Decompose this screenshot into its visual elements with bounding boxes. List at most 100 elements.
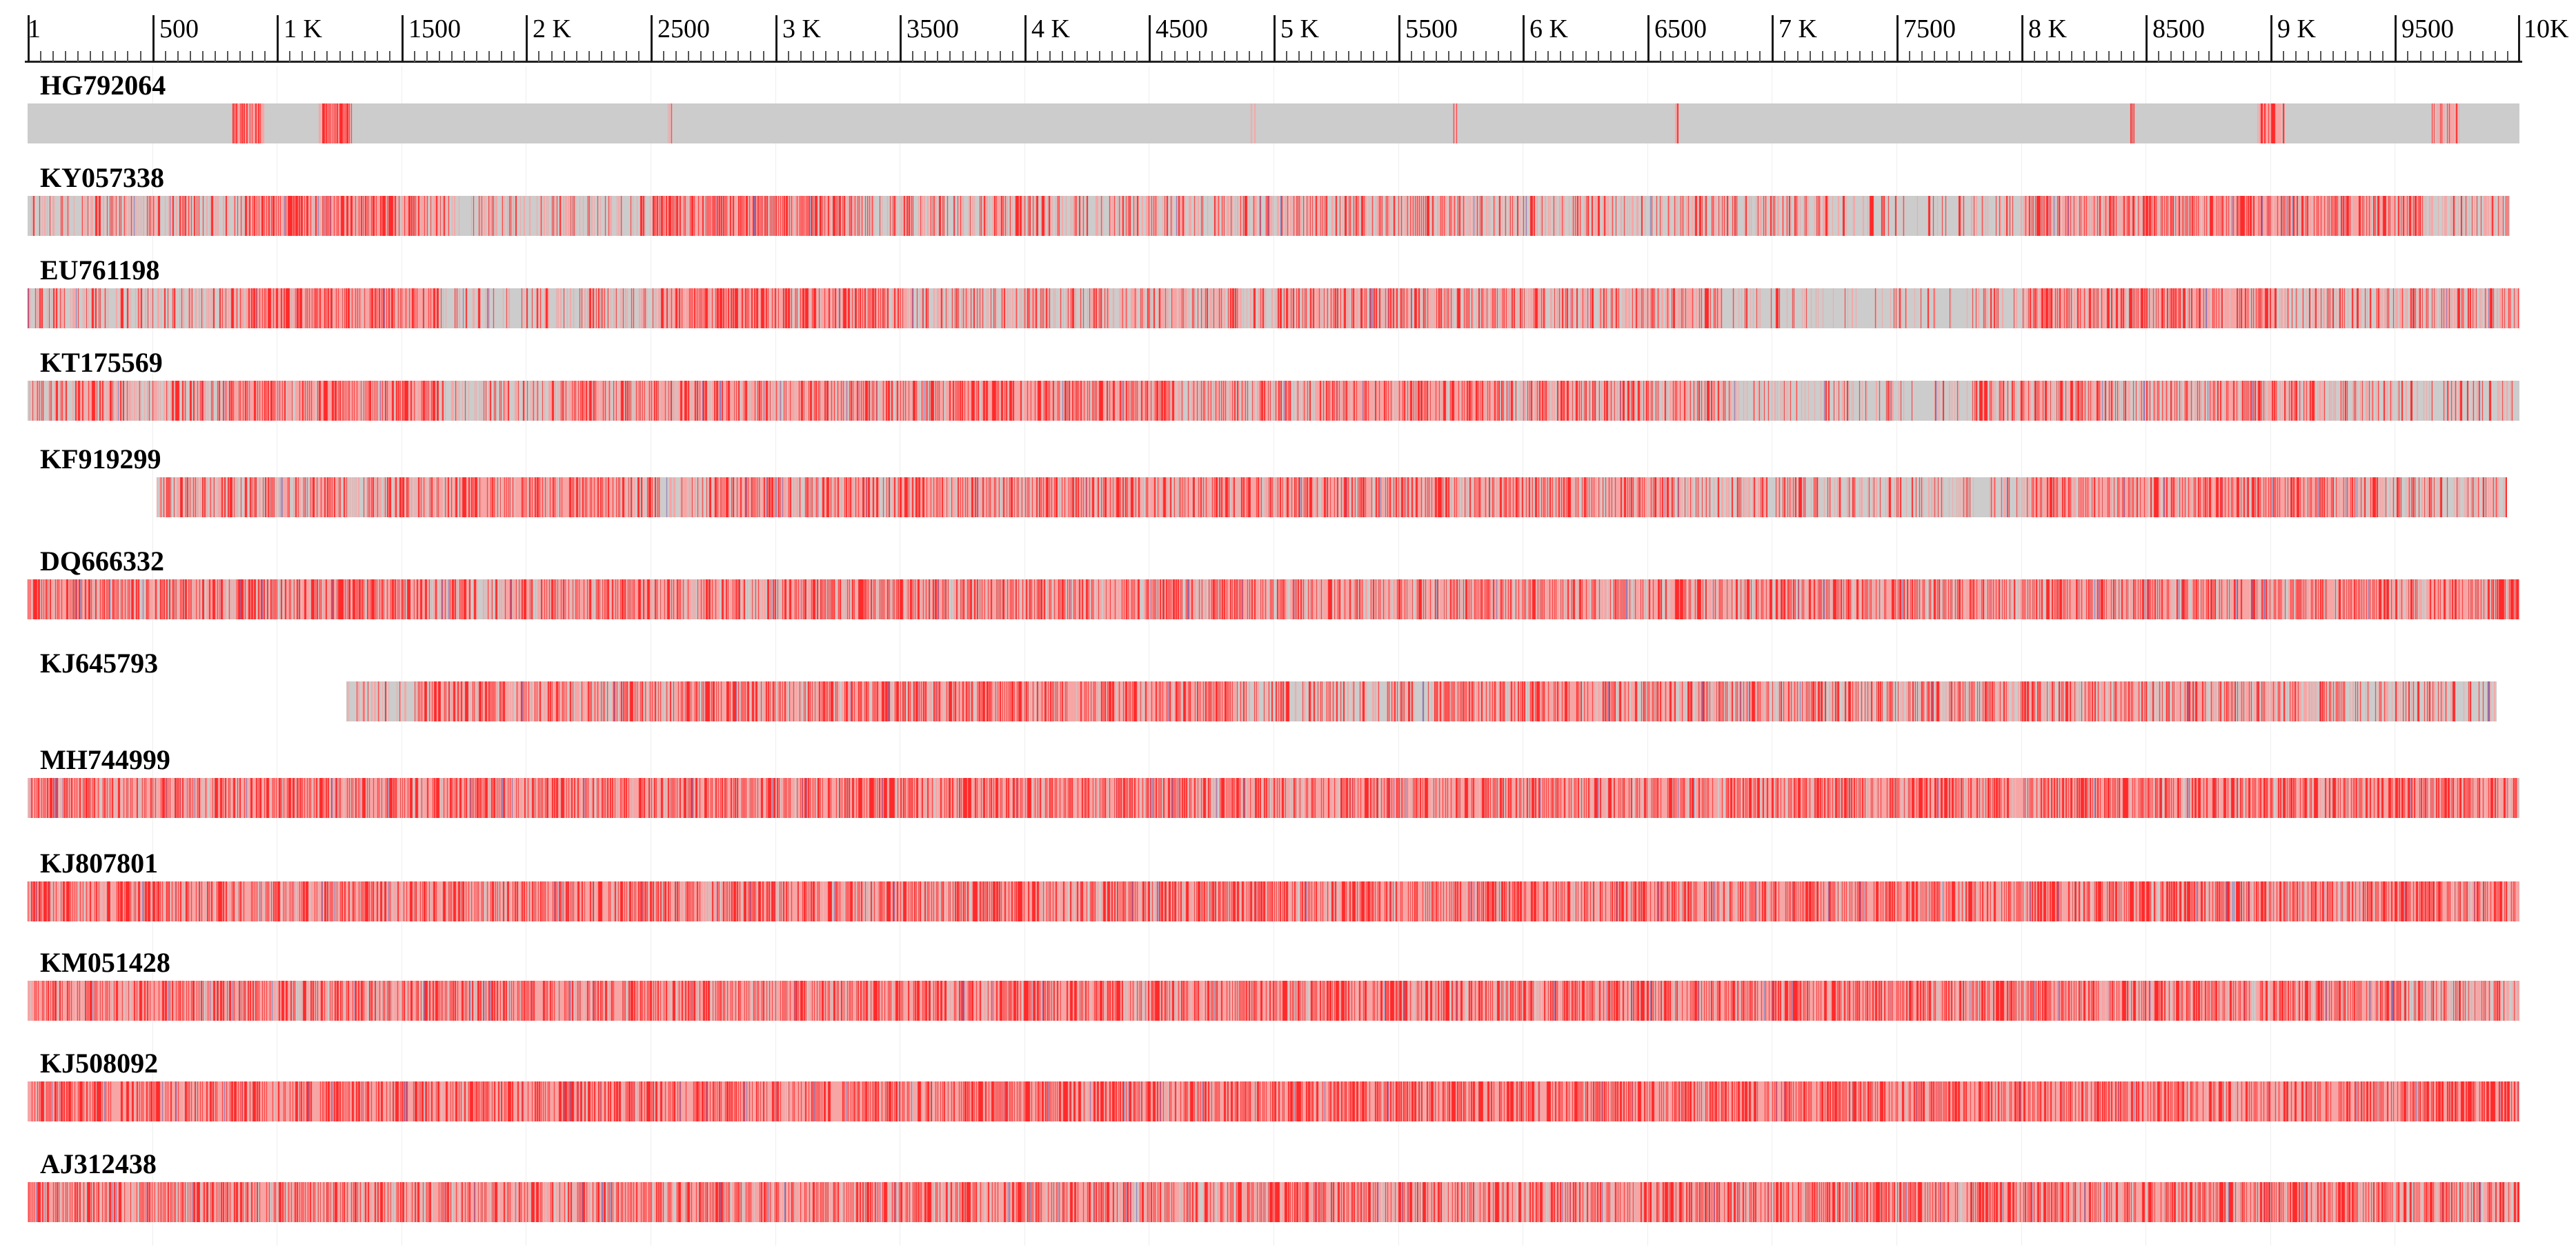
sequence-track[interactable] [28, 579, 2519, 619]
ruler-tick-label: 8 K [2028, 14, 2067, 43]
sequence-track[interactable] [28, 103, 2519, 143]
ruler-minor-tick [538, 51, 539, 62]
ruler-minor-tick [937, 51, 938, 62]
sequence-track[interactable] [28, 1081, 2519, 1121]
ruler-minor-tick [1510, 51, 1512, 62]
ruler-minor-tick [2108, 51, 2110, 62]
ruler-minor-tick [1859, 51, 1861, 62]
ruler-minor-tick [2357, 51, 2359, 62]
ruler-minor-tick [638, 51, 640, 62]
ruler-minor-tick [1547, 51, 1549, 62]
ruler-minor-tick [1012, 51, 1013, 62]
ruler-minor-tick [1560, 51, 1561, 62]
sequence-track[interactable] [346, 681, 2497, 721]
ruler-minor-tick [1187, 51, 1188, 62]
ruler-minor-tick [1971, 51, 1972, 62]
ruler-minor-tick [725, 51, 726, 62]
ruler-major-tick [152, 15, 155, 62]
sequence-track[interactable] [28, 381, 2519, 421]
sequence-label: KJ645793 [40, 648, 159, 679]
ruler-minor-tick [1460, 51, 1462, 62]
ruler-minor-tick [1983, 51, 1985, 62]
ruler-minor-tick [165, 51, 166, 62]
ruler-major-tick [277, 15, 279, 62]
sequence-label: DQ666332 [40, 546, 164, 577]
ruler-minor-tick [1498, 51, 1499, 62]
sequence-track[interactable] [28, 881, 2519, 921]
ruler-minor-tick [115, 51, 116, 62]
ruler-minor-tick [1959, 51, 1960, 62]
ruler-major-tick [900, 15, 902, 62]
sequence-label: AJ312438 [40, 1148, 157, 1179]
ruler-minor-tick [314, 51, 315, 62]
sequence-track[interactable] [28, 1182, 2519, 1222]
ruler-minor-tick [1298, 51, 1300, 62]
sequence-label: KF919299 [40, 443, 161, 475]
ruler-minor-tick [1199, 51, 1200, 62]
sequence-label: KJ807801 [40, 848, 159, 879]
ruler-minor-tick [127, 51, 128, 62]
ruler-minor-tick [2059, 51, 2060, 62]
sequence-track[interactable] [28, 196, 2510, 236]
ruler-major-tick [1024, 15, 1027, 62]
variation-stripes [28, 579, 2519, 619]
ruler-minor-tick [1124, 51, 1125, 62]
ruler-minor-tick [663, 51, 664, 62]
sequence-label: KY057338 [40, 162, 164, 193]
ruler-tick-label: 7500 [1903, 14, 1956, 43]
ruler-minor-tick [2283, 51, 2284, 62]
ruler-minor-tick [2482, 51, 2484, 62]
ruler-minor-tick [1996, 51, 1997, 62]
ruler-minor-tick [1000, 51, 1001, 62]
ruler-major-tick [1647, 15, 1649, 62]
ruler-minor-tick [339, 51, 341, 62]
ruler-minor-tick [613, 51, 615, 62]
ruler-minor-tick [813, 51, 814, 62]
ruler-minor-tick [588, 51, 590, 62]
ruler-minor-tick [1485, 51, 1487, 62]
ruler-minor-tick [1360, 51, 1362, 62]
ruler-minor-tick [252, 51, 253, 62]
sequence-track[interactable] [28, 288, 2519, 328]
ruler-minor-tick [476, 51, 477, 62]
ruler-minor-tick [1872, 51, 1873, 62]
ruler-minor-tick [426, 51, 428, 62]
ruler-minor-tick [962, 51, 964, 62]
ruler-minor-tick [987, 51, 989, 62]
ruler-minor-tick [177, 51, 179, 62]
ruler-minor-tick [737, 51, 739, 62]
ruler-minor-tick [924, 51, 926, 62]
sequence-track[interactable] [28, 778, 2519, 818]
variation-stripes [157, 477, 2507, 517]
ruler-minor-tick [564, 51, 565, 62]
ruler-minor-tick [1161, 51, 1162, 62]
ruler-minor-tick [501, 51, 502, 62]
ruler-minor-tick [2046, 51, 2048, 62]
ruler-minor-tick [40, 51, 41, 62]
ruler-minor-tick [788, 51, 789, 62]
ruler-minor-tick [1224, 51, 1225, 62]
ruler-minor-tick [1336, 51, 1337, 62]
variation-stripes [346, 681, 2497, 721]
sequence-track[interactable] [28, 981, 2519, 1021]
ruler-major-tick [2270, 15, 2272, 62]
ruler-tick-label: 8500 [2152, 14, 2205, 43]
sequence-track[interactable] [157, 477, 2507, 517]
variation-stripes [28, 981, 2519, 1021]
ruler-minor-tick [1049, 51, 1051, 62]
ruler-minor-tick [763, 51, 764, 62]
ruler-minor-tick [1734, 51, 1736, 62]
variation-stripes [28, 103, 2519, 143]
ruler-minor-tick [700, 51, 702, 62]
ruler-minor-tick [301, 51, 303, 62]
ruler-major-tick [2021, 15, 2023, 62]
ruler-minor-tick [1311, 51, 1312, 62]
ruler-minor-tick [1473, 51, 1474, 62]
ruler-minor-tick [2320, 51, 2321, 62]
ruler-tick-label: 4 K [1031, 14, 1070, 43]
ruler-major-tick [1523, 15, 1525, 62]
ruler-minor-tick [1884, 51, 1885, 62]
ruler-minor-tick [626, 51, 627, 62]
ruler-minor-tick [1249, 51, 1250, 62]
ruler-minor-tick [1436, 51, 1437, 62]
